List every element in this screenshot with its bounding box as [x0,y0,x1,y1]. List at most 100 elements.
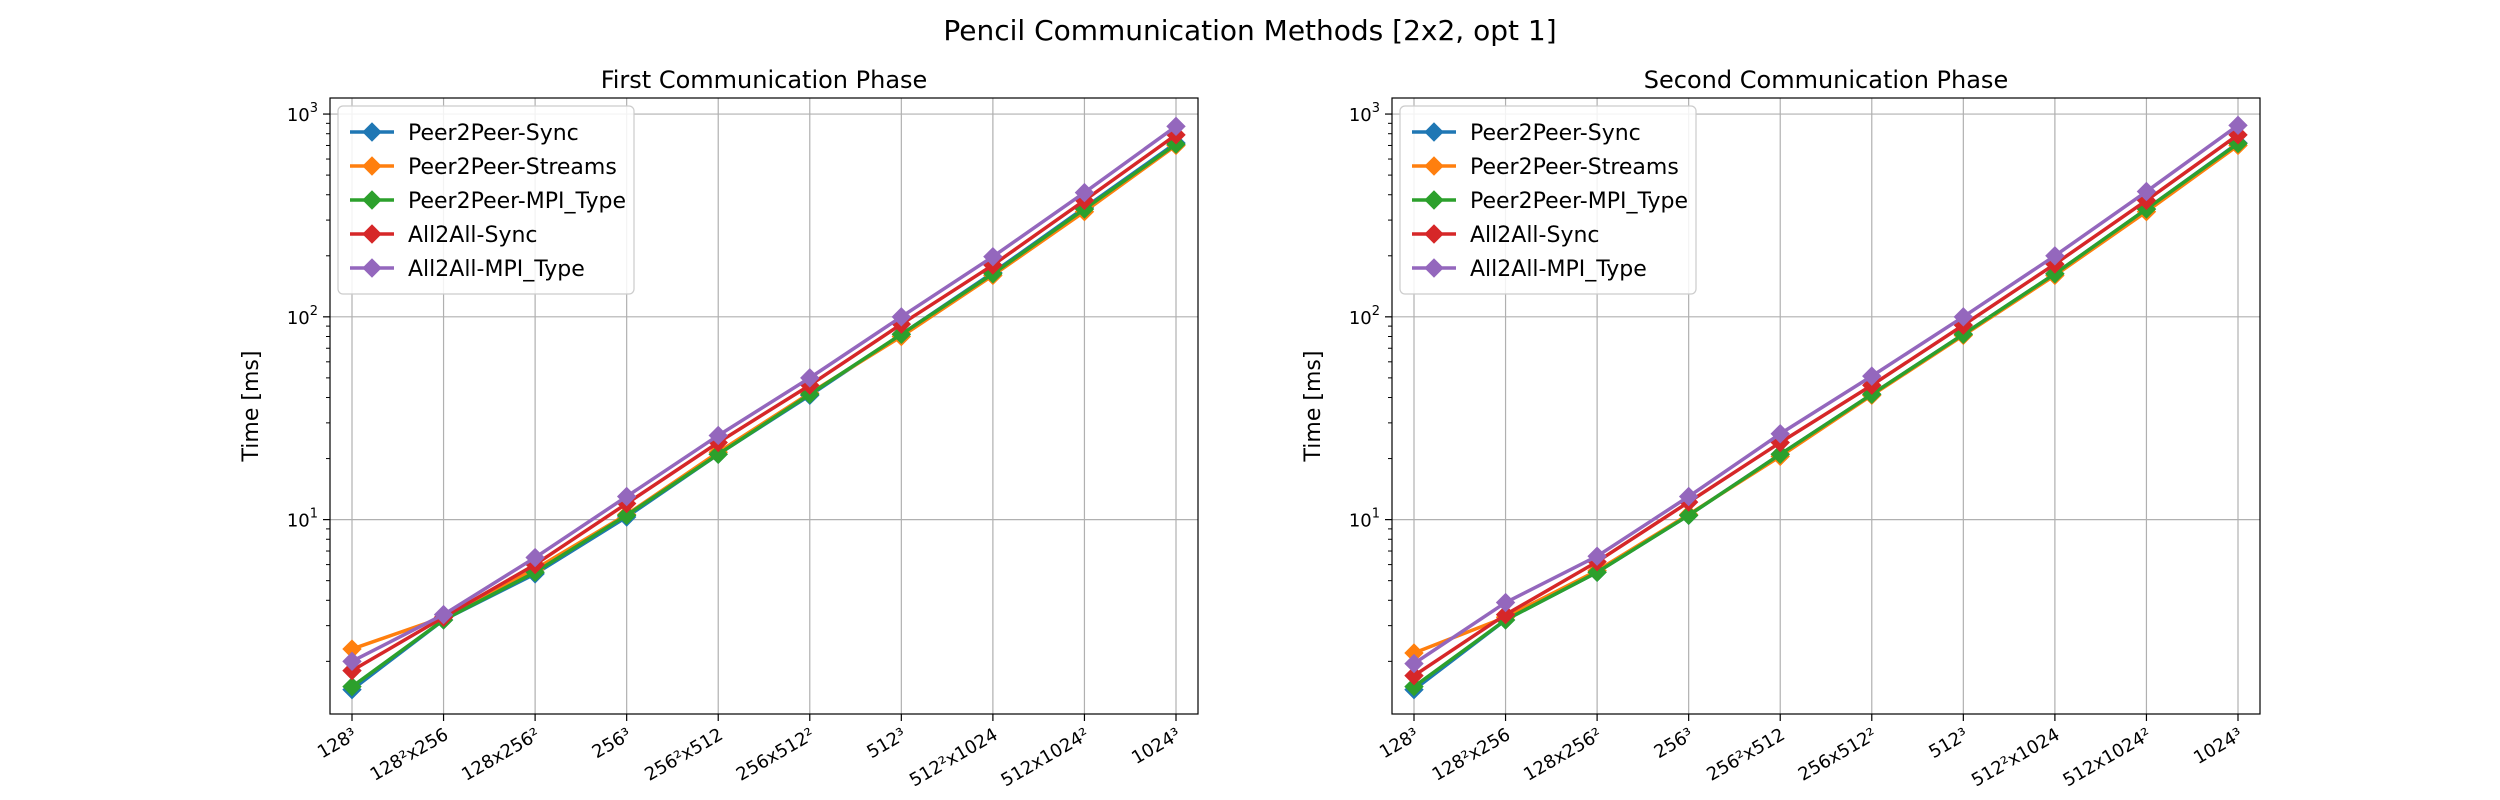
y-axis-label: Time [ms] [239,351,264,463]
data-point [1404,676,1424,697]
x-tick-label: 128²x256 [1429,724,1514,785]
data-point [800,368,820,388]
legend-label: All2All-MPI_Type [408,257,585,282]
series-group [1404,115,2248,700]
chart-title: Second Communication Phase [1644,66,2008,94]
data-point [1495,604,1516,625]
legend-marker [362,122,382,142]
series-line [350,142,1178,689]
y-tick-label: 103 [287,101,318,126]
legend-label: All2All-Sync [408,223,538,248]
legend-marker [1424,224,1444,244]
series-line [1412,142,2240,689]
chart-first-phase: 128³ 128²x256 128x256² 256³ 256²x512 256x512²… [239,66,1199,791]
data-point [2045,264,2065,284]
data-point [525,547,545,568]
x-tick-label: 256³ [1651,724,1698,763]
y-tick-label: 101 [287,507,318,532]
series-line [1413,133,2240,678]
data-point [1770,424,1790,444]
x-tick-label: 256x512² [1795,724,1880,785]
legend-marker [1424,258,1444,278]
y-tick-label: 102 [1349,304,1380,329]
x-tick-label: 128³ [314,724,361,763]
data-point [433,604,454,625]
chart-second-phase: 128³ 128²x256 128x256² 256³ 256²x512 256x512²… [1301,66,2261,791]
x-tick-label: 512²x1024 [1968,724,2063,791]
data-point [342,676,362,697]
data-point [616,486,637,507]
x-axis: 128³ 128²x256 128x256² 256³ 256²x512 256x512²… [1376,714,2247,791]
data-point [891,324,912,345]
y-axis: 101 102 103 [287,101,330,662]
series-group [342,116,1186,700]
legend-frame [1399,105,1697,295]
x-tick-label: 256x512² [733,724,818,785]
data-point [891,307,912,327]
x-axis: 128³ 128²x256 128x256² 256³ 256²x512 256x512²… [314,714,1185,791]
legend: Peer2Peer-Sync Peer2Peer-Streams Peer2Peer… [1399,105,1697,295]
legend-marker [1424,122,1444,142]
chart-title: First Communication Phase [601,66,928,94]
data-point [2136,181,2157,202]
x-tick-label: 512x1024² [2060,724,2155,791]
data-point [1074,182,1095,203]
x-tick-label: 1024³ [2190,724,2246,769]
y-tick-label: 101 [1349,507,1380,532]
data-point [2045,246,2065,266]
x-tick-label: 256³ [589,724,636,763]
legend-marker [1424,190,1444,210]
data-point [1587,562,1607,582]
data-point [708,425,728,446]
y-tick-label: 102 [287,304,318,329]
series-line [351,133,1178,673]
x-tick-label: 512³ [863,724,910,763]
legend-marker [362,190,382,210]
data-point [616,505,637,526]
y-axis: 101 102 103 [1349,101,1392,662]
x-tick-label: 256²x512 [1703,724,1788,785]
plot-frame [1391,97,2261,715]
x-tick-label: 256²x512 [641,724,726,785]
legend-label: Peer2Peer-Streams [408,155,617,180]
legend-label: All2All-Sync [1470,223,1600,248]
legend-label: Peer2Peer-MPI_Type [408,189,626,214]
data-point [2228,115,2248,136]
x-tick-label: 128³ [1376,724,1423,763]
legend-marker [362,224,382,244]
data-point [1495,592,1516,613]
legend-label: Peer2Peer-MPI_Type [1470,189,1688,214]
legend-marker [1424,156,1444,176]
data-point [342,651,362,672]
x-tick-label: 512x1024² [998,724,1093,791]
x-tick-label: 512³ [1925,724,1972,763]
series-line [1413,123,2240,666]
x-tick-label: 128x256² [1520,724,1605,785]
series-line [351,124,1178,663]
x-tick-label: 1024³ [1128,724,1184,769]
data-point [1587,546,1607,566]
legend-label: All2All-MPI_Type [1470,257,1647,282]
figure-title: Pencil Communication Methods [2x2, opt 1… [943,14,1556,47]
data-point [1770,444,1790,464]
legend-marker [362,156,382,176]
y-tick-label: 103 [1349,101,1380,126]
plot-frame [329,97,1199,715]
data-point [1678,505,1699,526]
data-point [1404,665,1424,686]
legend-marker [362,258,382,278]
legend-label: Peer2Peer-Sync [408,121,579,146]
legend-frame [337,105,635,295]
data-point [983,246,1003,267]
data-point [1678,486,1699,507]
legend-label: Peer2Peer-Streams [1470,155,1679,180]
legend-label: Peer2Peer-Sync [1470,121,1641,146]
legend: Peer2Peer-Sync Peer2Peer-Streams Peer2Peer… [337,105,635,295]
x-tick-label: 512²x1024 [906,724,1001,791]
data-point [1166,116,1186,137]
data-point [1404,653,1424,674]
data-point [708,444,728,464]
x-tick-label: 128x256² [458,724,543,785]
data-point [1953,307,1974,327]
